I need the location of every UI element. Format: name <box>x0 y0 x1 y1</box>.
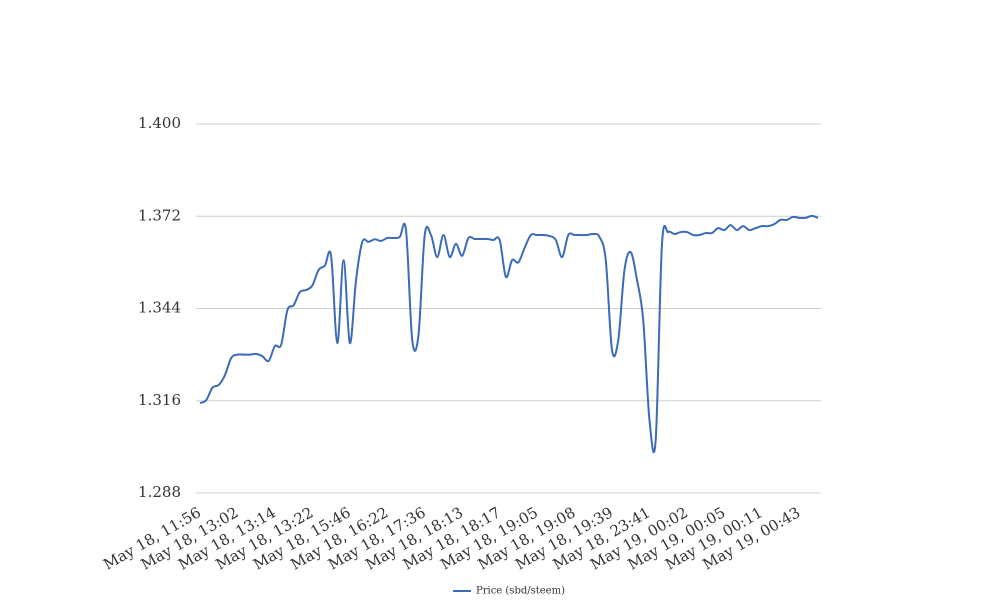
y-tick-label: 1.344 <box>138 299 181 317</box>
y-tick-label: 1.288 <box>138 483 181 501</box>
price-line <box>199 214 819 454</box>
y-tick-label: 1.400 <box>138 114 181 132</box>
y-tick-label: 1.316 <box>138 391 181 409</box>
y-tick-label: 1.372 <box>138 206 181 224</box>
legend-label: Price (sbd/steem) <box>476 586 565 597</box>
